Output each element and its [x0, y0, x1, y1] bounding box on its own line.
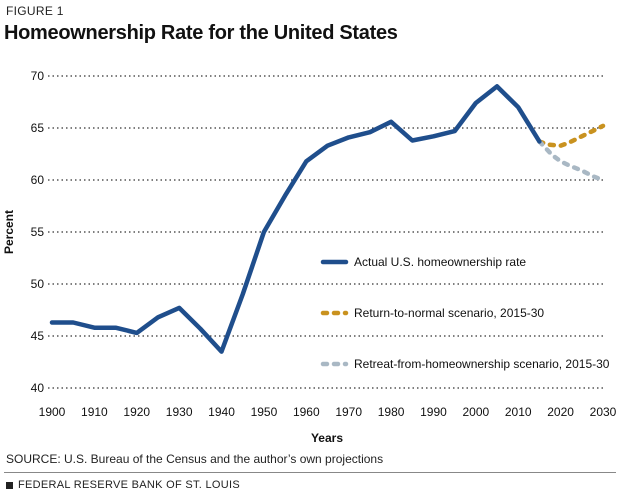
y-axis-ticks: 40 45 50 55 60 65 70 [31, 69, 45, 395]
x-tick-label: 1940 [208, 405, 235, 419]
y-tick-label: 45 [31, 329, 45, 343]
x-axis-label: Years [311, 431, 343, 445]
x-tick-label: 1900 [39, 405, 66, 419]
chart-title: Homeownership Rate for the United States [4, 22, 398, 44]
footer: FEDERAL RESERVE BANK OF ST. LOUIS [6, 479, 240, 491]
figure-label: FIGURE 1 [6, 4, 64, 18]
x-axis-ticks: 1900 1910 1920 1930 1940 1950 1960 1970 1980 1990… [39, 405, 617, 419]
x-tick-label: 2000 [462, 405, 489, 419]
legend-label: Retreat-from-homeownership scenario, 201… [354, 357, 610, 371]
series-lines [49, 84, 606, 354]
x-tick-label: 1960 [293, 405, 320, 419]
y-tick-label: 60 [31, 173, 45, 187]
gridlines [48, 75, 605, 389]
y-tick-label: 50 [31, 277, 45, 291]
x-tick-label: 2010 [505, 405, 532, 419]
series-line-0 [49, 84, 542, 354]
x-tick-label: 1990 [420, 405, 447, 419]
legend: Actual U.S. homeownership rate Return-to-… [320, 255, 610, 371]
x-tick-label: 1970 [335, 405, 362, 419]
legend-label: Return-to-normal scenario, 2015-30 [354, 306, 544, 320]
series-line-1 [537, 123, 606, 148]
x-tick-label: 1980 [378, 405, 405, 419]
x-tick-label: 1920 [123, 405, 150, 419]
legend-label: Actual U.S. homeownership rate [354, 255, 526, 269]
y-axis-label: Percent [2, 210, 16, 254]
y-tick-label: 55 [31, 225, 45, 239]
x-tick-label: 2020 [547, 405, 574, 419]
x-tick-label: 1950 [251, 405, 278, 419]
footer-divider [4, 472, 616, 473]
source-note: SOURCE: U.S. Bureau of the Census and th… [6, 452, 384, 466]
x-tick-label: 2030 [590, 405, 617, 419]
y-tick-label: 65 [31, 121, 45, 135]
x-tick-label: 1910 [81, 405, 108, 419]
x-tick-label: 1930 [166, 405, 193, 419]
square-bullet-icon [6, 481, 13, 489]
y-tick-label: 40 [31, 381, 45, 395]
series-line-2 [537, 139, 606, 183]
y-tick-label: 70 [31, 69, 45, 83]
footer-text: FEDERAL RESERVE BANK OF ST. LOUIS [18, 479, 241, 491]
